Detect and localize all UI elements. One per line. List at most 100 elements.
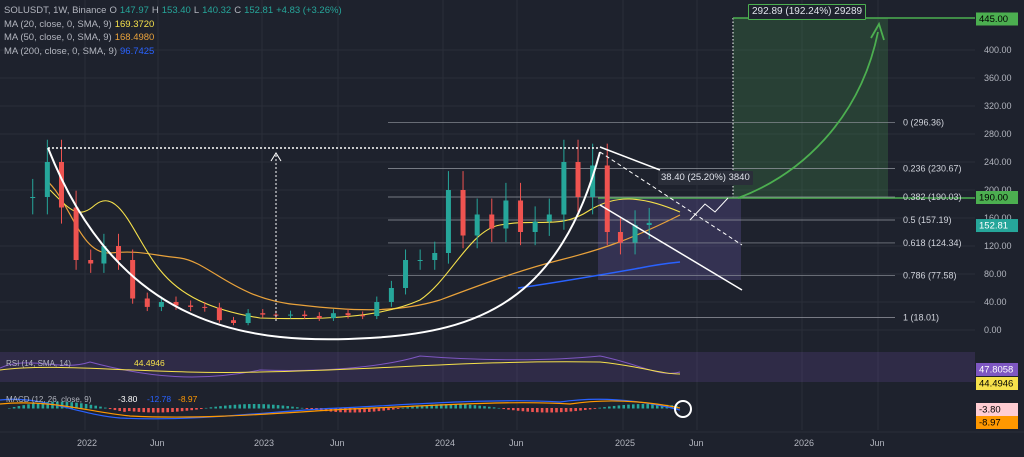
macd-bar xyxy=(200,408,203,410)
macd-highlight-circle xyxy=(674,400,692,418)
macd-bar xyxy=(80,403,83,409)
macd-bar xyxy=(584,408,587,411)
price-tag-190: 190.00 xyxy=(979,193,1008,204)
macd-bar xyxy=(142,408,145,413)
candle-body xyxy=(316,316,322,319)
macd-bar xyxy=(507,408,510,410)
candle-body xyxy=(474,214,480,236)
ma200-row: MA (200, close, 0, SMA, 9) 96.7425 xyxy=(4,45,342,59)
macd-bar xyxy=(564,408,568,412)
macd-bar xyxy=(420,405,424,409)
macd-bar xyxy=(478,405,481,409)
macd-bar xyxy=(156,408,160,413)
macd-bar xyxy=(348,408,352,413)
macd-bar xyxy=(488,406,491,409)
macd-bar xyxy=(382,408,385,411)
macd-bar xyxy=(411,406,414,409)
x-tick-label: 2024 xyxy=(435,438,455,448)
macd-bar xyxy=(132,408,136,412)
rsi-tag-bg xyxy=(976,363,1018,376)
macd-bar xyxy=(545,408,549,413)
macd-bar xyxy=(387,408,390,411)
price-tag-current: 152.81 xyxy=(979,221,1008,232)
candle-body xyxy=(188,305,194,307)
macd-bar xyxy=(108,408,112,410)
macd-bar xyxy=(632,404,635,409)
macd-bar xyxy=(281,405,285,409)
macd-bar xyxy=(243,404,246,409)
candle-body xyxy=(432,253,438,260)
high-value: 153.40 xyxy=(161,5,191,16)
price-tag-current-bg xyxy=(976,219,1018,233)
rsi-label: RSI (14, SMA, 14) xyxy=(6,359,71,368)
macd-bar xyxy=(209,407,213,409)
macd-bar xyxy=(113,408,117,411)
ma200-line xyxy=(517,261,681,289)
candle-body xyxy=(101,246,107,264)
macd-bar xyxy=(171,408,174,412)
macd-bar xyxy=(627,404,630,409)
candle-body xyxy=(58,162,64,208)
open-value: 147.97 xyxy=(119,5,149,16)
y-tick-label: 80.00 xyxy=(984,269,1007,279)
macd-bar xyxy=(262,404,265,409)
candle-body xyxy=(632,225,638,243)
macd-bar xyxy=(617,405,621,409)
price-tag-445-bg xyxy=(976,12,1018,26)
macd-bar xyxy=(152,408,155,413)
macd-bar xyxy=(8,408,11,409)
candle-body xyxy=(518,200,524,232)
macd-bar xyxy=(444,404,448,409)
macd-hist-tag: -3.80 xyxy=(979,405,1001,416)
macd-bar xyxy=(536,408,539,413)
macd-bar xyxy=(512,408,515,411)
fib-label-0.5: 0.5 (157.19) xyxy=(903,215,952,225)
macd-bar xyxy=(416,406,419,409)
macd-bar xyxy=(588,408,592,410)
candle-body xyxy=(302,314,308,316)
macd-bar xyxy=(497,407,501,409)
ma50-value: 168.4980 xyxy=(114,32,155,43)
macd-bar xyxy=(531,408,534,412)
fib-label-0.786: 0.786 (77.58) xyxy=(903,271,957,281)
macd-bar xyxy=(377,408,381,412)
macd-bar xyxy=(622,405,625,409)
candle-body xyxy=(561,162,567,215)
macd-bar xyxy=(483,406,486,409)
macd-bar xyxy=(656,404,659,409)
change-value: +4.83 (+3.26%) xyxy=(276,5,342,16)
rsi-ma-tag-bg xyxy=(976,377,1018,390)
macd-bar xyxy=(180,408,184,412)
y-tick-label: 400.00 xyxy=(984,45,1012,55)
ma20-line xyxy=(49,189,681,320)
candle-body xyxy=(604,165,610,232)
macd-bar xyxy=(440,404,443,409)
macd-bar xyxy=(65,401,69,409)
rsi-ma-tag: 44.4946 xyxy=(979,379,1013,390)
y-tick-label: 240.00 xyxy=(984,157,1012,167)
macd-bar xyxy=(272,404,275,409)
macd-line xyxy=(0,398,681,420)
x-tick-label: Jun xyxy=(509,438,524,448)
macd-bar xyxy=(166,408,169,413)
macd-value: -12.78 xyxy=(147,394,171,404)
x-tick-label: Jun xyxy=(330,438,345,448)
macd-bar xyxy=(593,408,597,409)
candle-body xyxy=(417,260,423,261)
macd-bar xyxy=(238,404,241,409)
rsi-line xyxy=(0,355,681,378)
rsi-tag: 47.8058 xyxy=(979,365,1013,376)
candle-body xyxy=(216,307,222,321)
candle-body xyxy=(260,313,266,315)
cup-depth-arrow xyxy=(270,152,282,162)
candle-body xyxy=(30,197,36,198)
candle-body xyxy=(374,302,380,316)
low-value: 140.32 xyxy=(202,5,232,16)
macd-bar xyxy=(612,405,616,409)
symbol-label: SOLUSDT, 1W, Binance xyxy=(4,5,107,16)
macd-bar xyxy=(300,407,304,409)
macd-bar xyxy=(248,404,251,409)
